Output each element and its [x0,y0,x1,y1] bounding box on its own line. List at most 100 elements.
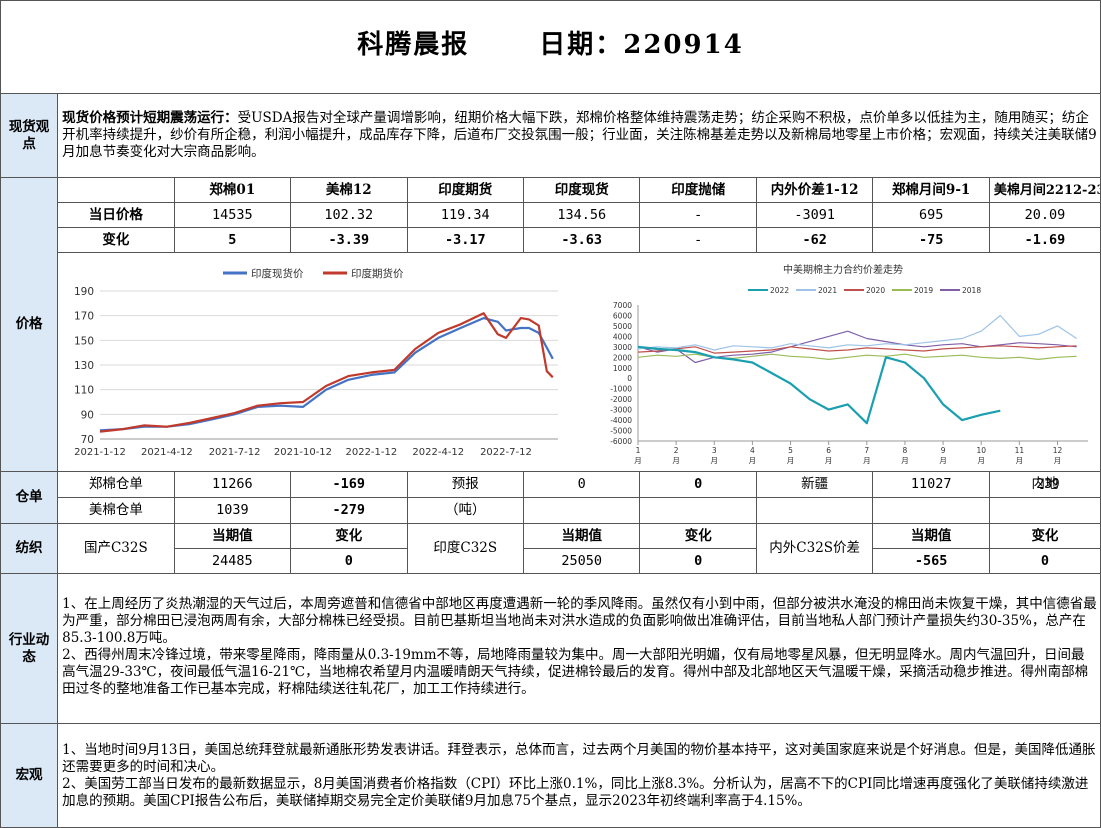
spot-text: 受USDA报告对全球产量调增影响，纽期价格大幅下跌，郑棉价格整体维持震荡走势；纺… [62,110,1097,160]
y-tick-label: 1000 [613,364,632,373]
industry-paragraph: 1、在上周经历了炎热潮湿的天气过后，本周旁遮普和信德省中部地区再度遭遇新一轮的季… [62,596,1097,646]
industry-news: 1、在上周经历了炎热潮湿的天气过后，本周旁遮普和信德省中部地区再度遭遇新一轮的季… [57,573,1101,724]
x-tick-label: 2021-1-12 [74,447,126,458]
y-tick-label: -5000 [610,427,632,436]
chart-legend: 2022 2021 2020 2019 2018 [748,286,981,295]
current-value-header: 当期值 [173,523,292,549]
india-price-chart: 70 90 110 130 150 170 190 2021-1-12 2021-4-12 202… [74,267,559,458]
x-tick-unit: 月 [1054,456,1062,465]
y-tick-label: -6000 [610,437,632,446]
section-price: 价格 [0,177,59,472]
col-header: 美棉12 [290,177,408,203]
series-line-2020 [638,345,1077,354]
y-tick-label: -1000 [610,385,632,394]
spot-view: 现货价格预计短期震荡运行：受USDA报告对全球产量调增影响，纽期价格大幅下跌，郑… [57,93,1101,178]
x-tick-label: 2021-4-12 [141,447,193,458]
x-tick-unit: 月 [939,456,947,465]
x-tick-unit: 月 [1016,456,1024,465]
legend-label: 印度期货价 [351,267,404,280]
empty-cell [522,497,641,524]
x-tick-label: 1 [636,446,641,455]
x-tick-label: 2 [674,446,679,455]
x-tick-unit: 月 [863,456,871,465]
price-cell: -3091 [755,202,874,228]
section-yarn: 纺织 [0,523,59,574]
domestic-yarn-label: 国产C32S [57,523,175,574]
row-label: 变化 [57,227,175,253]
section-industry: 行业动态 [0,573,59,724]
legend-label: 2021 [818,286,837,295]
zz-warehouse-label: 郑棉仓单 [57,471,175,498]
price-cell: 134.56 [522,202,641,228]
industry-paragraph: 2、西得州周末冷锋过境，带来零星降雨，降雨量从0.3-19mm不等，局地降雨量较… [62,647,1089,697]
chart-title: 中美期棉主力合约价差走势 [783,263,903,276]
legend-label: 2018 [962,286,981,295]
report-title: 科腾晨报 [357,29,470,60]
xinjiang-label: 新疆 [755,471,874,498]
x-tick-label: 7 [865,446,870,455]
spread-yarn-change: 0 [988,548,1101,574]
section-macro: 宏观 [0,723,59,828]
x-tick-unit: 月 [825,456,833,465]
spread-yarn-label: 内外C32S价差 [755,523,874,574]
inland-label: 内地 [988,471,1101,498]
y-tick-label: -3000 [610,406,632,415]
macro-news: 1、当地时间9月13日，美国总统拜登就最新通胀形势发表讲话。拜登表示，总体而言，… [57,723,1101,828]
current-value-header: 当期值 [522,523,641,549]
col-header: 美棉月间2212-2312 [988,177,1101,203]
y-tick-label: 4000 [613,332,632,341]
series-line-印度期货价 [100,312,554,433]
empty-cell [872,497,990,524]
change-header: 变化 [639,523,757,549]
report-date: 220914 [623,29,744,60]
y-tick-label: 170 [74,311,94,323]
domestic-yarn-value: 24485 [173,548,292,574]
y-tick-label: 90 [81,409,94,421]
price-row-today: 当日价格 14535 102.32 119.34 134.56 - -3091 … [1,202,1101,228]
price-cell: 695 [872,202,990,228]
col-header: 郑棉月间9-1 [872,177,990,203]
us-warehouse-value: 1039 [173,497,292,524]
y-tick-label: 6000 [613,311,632,320]
x-tick-label: 4 [750,446,755,455]
section-spot: 现货观点 [0,93,59,178]
x-tick-label: 2021-10-12 [274,447,332,458]
x-tick-label: 6 [826,446,831,455]
price-row-change: 变化 5 -3.39 -3.17 -3.63 - -62 -75 -1.69 [1,227,1101,253]
forecast-label: 预报 [406,471,525,498]
us-warehouse-change: -279 [290,497,408,524]
y-tick-label: 150 [74,335,94,347]
y-tick-label: 7000 [613,301,632,310]
price-cell: 14535 [173,202,292,228]
y-tick-label: 130 [74,360,94,372]
forecast-change: 0 [639,471,757,498]
forecast-value: 0 [522,471,641,498]
india-yarn-value: 25050 [522,548,641,574]
domestic-yarn-change: 0 [290,548,408,574]
spot-headline: 现货价格预计短期震荡运行： [62,110,238,126]
report-header: 科腾晨报 日期：220914 [0,0,1101,94]
legend-label: 2019 [914,286,933,295]
zz-warehouse-value: 11266 [173,471,292,498]
change-cell: -75 [872,227,990,253]
current-value-header: 当期值 [872,523,990,549]
x-tick-unit: 月 [978,456,986,465]
change-header: 变化 [988,523,1101,549]
x-tick-unit: 月 [787,456,795,465]
india-yarn-label: 印度C32S [406,523,525,574]
macro-paragraph: 2、美国劳工部当日发布的最新数据显示，8月美国消费者价格指数（CPI）环比上涨0… [62,776,1089,809]
unit-label: （吨） [406,497,525,524]
change-header: 变化 [290,523,408,549]
xinjiang-value: 11027 [872,471,990,498]
change-cell: 5 [173,227,292,253]
price-cell: 119.34 [406,202,525,228]
change-cell: -3.39 [290,227,408,253]
x-tick-unit: 月 [634,456,642,465]
col-header: 郑棉01 [173,177,292,203]
price-cell: - [639,202,757,228]
x-tick-label: 10 [977,446,987,455]
empty-cell [639,497,757,524]
spread-yarn-value: -565 [872,548,990,574]
us-warehouse-label: 美棉仓单 [57,497,175,524]
